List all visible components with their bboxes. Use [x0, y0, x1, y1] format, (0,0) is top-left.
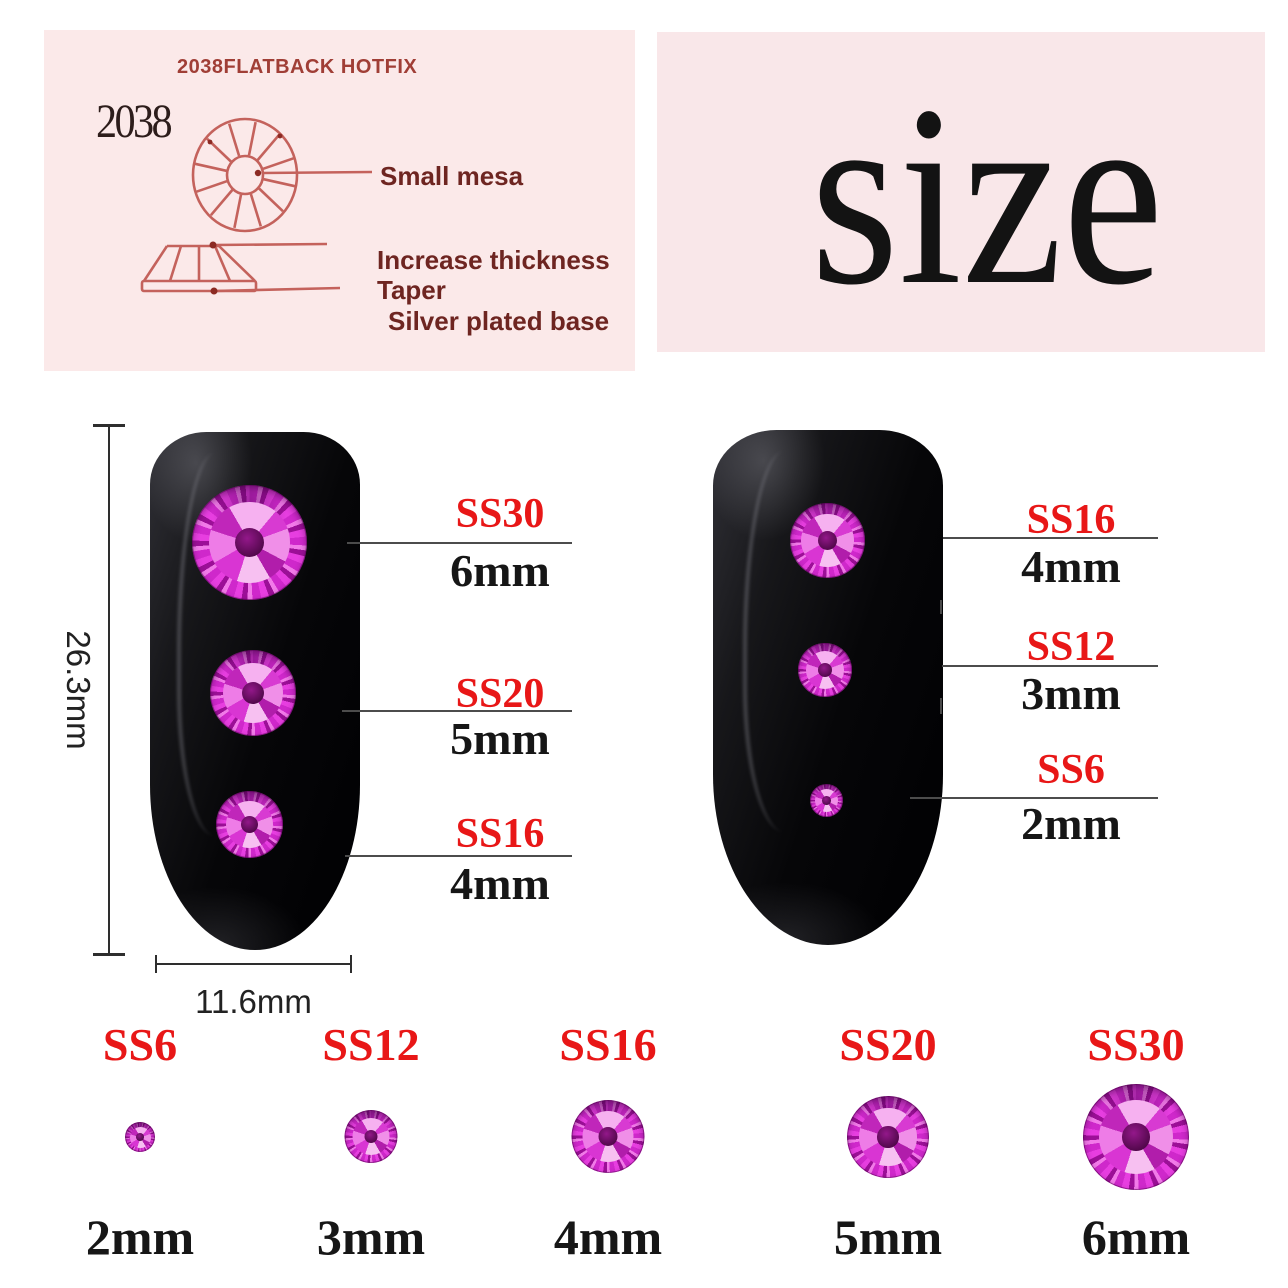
rhinestone-ss12: [798, 643, 852, 697]
taper-label: Taper: [377, 275, 446, 305]
rhinestone-ss12: [344, 1110, 398, 1163]
nail-height-label: 26.3mm: [60, 630, 97, 750]
rhinestone-ss6: [125, 1122, 155, 1152]
callout-size: 4mm: [450, 858, 550, 909]
rhinestone-ss16: [216, 791, 283, 858]
chart-size: 2mm: [85, 1209, 195, 1265]
silver-plated-base-label: Silver plated base: [388, 306, 610, 336]
rhinestone-ss20: [210, 650, 296, 736]
model-number: 2038: [96, 95, 173, 148]
callout-size: 3mm: [1021, 668, 1121, 719]
size-chart-item: SS6 2mm: [40, 1022, 240, 1272]
callout-size: 5mm: [450, 713, 550, 764]
rhinestone-ss16: [790, 503, 865, 578]
size-panel: size: [657, 32, 1265, 352]
chart-size: 6mm: [1081, 1209, 1191, 1265]
rhinestone-ss30: [192, 485, 307, 600]
size-chart-item: SS20 5mm: [788, 1022, 988, 1272]
rhinestone-ss20: [847, 1096, 929, 1178]
callout-line: [910, 797, 1158, 799]
size-chart-item: SS12 3mm: [271, 1022, 471, 1272]
callout-line: [942, 665, 1158, 667]
increase-thickness-label: Increase thickness: [377, 245, 610, 275]
height-dimension-line: [93, 424, 125, 956]
chart-size: 3mm: [316, 1209, 426, 1265]
chart-code: SS16: [559, 1019, 657, 1070]
chart-code: SS12: [322, 1019, 420, 1070]
chart-code: SS6: [102, 1019, 178, 1070]
size-chart-item: SS16 4mm: [508, 1022, 708, 1272]
size-heading: size: [810, 52, 1164, 338]
callout-code: SS12: [1026, 624, 1116, 670]
callout-line: [342, 710, 572, 712]
callout-code: SS6: [1037, 747, 1105, 793]
rhinestone-diagram: [140, 117, 373, 295]
callout-size: 4mm: [1021, 541, 1121, 592]
chart-size: 4mm: [553, 1209, 663, 1265]
rhinestone-ss30: [1083, 1084, 1189, 1190]
edge-tick: [940, 698, 942, 714]
callout-size: 2mm: [1021, 798, 1121, 849]
callout-line: [347, 542, 572, 544]
width-dimension-line: [155, 955, 352, 973]
callout-code: SS30: [455, 491, 545, 537]
callout-size: 6mm: [450, 545, 550, 596]
chart-code: SS30: [1087, 1019, 1185, 1070]
chart-code: SS20: [839, 1019, 937, 1070]
rhinestone-ss16: [571, 1100, 645, 1173]
rhinestone-ss6: [810, 784, 843, 817]
size-chart-item: SS30 6mm: [1036, 1022, 1236, 1272]
spec-title: 2038FLATBACK HOTFIX: [177, 56, 418, 78]
chart-size: 5mm: [833, 1209, 943, 1265]
callout-code: SS16: [455, 811, 545, 857]
callout-line: [345, 855, 572, 857]
callout-line: [943, 537, 1158, 539]
edge-tick: [940, 600, 942, 614]
callout-code: SS16: [1026, 497, 1116, 543]
callout-code: SS20: [455, 671, 545, 717]
small-mesa-label: Small mesa: [380, 161, 524, 191]
nail-width-label: 11.6mm: [195, 983, 312, 1020]
spec-panel: 2038FLATBACK HOTFIX 2038 Small mesa Incr…: [44, 30, 635, 371]
